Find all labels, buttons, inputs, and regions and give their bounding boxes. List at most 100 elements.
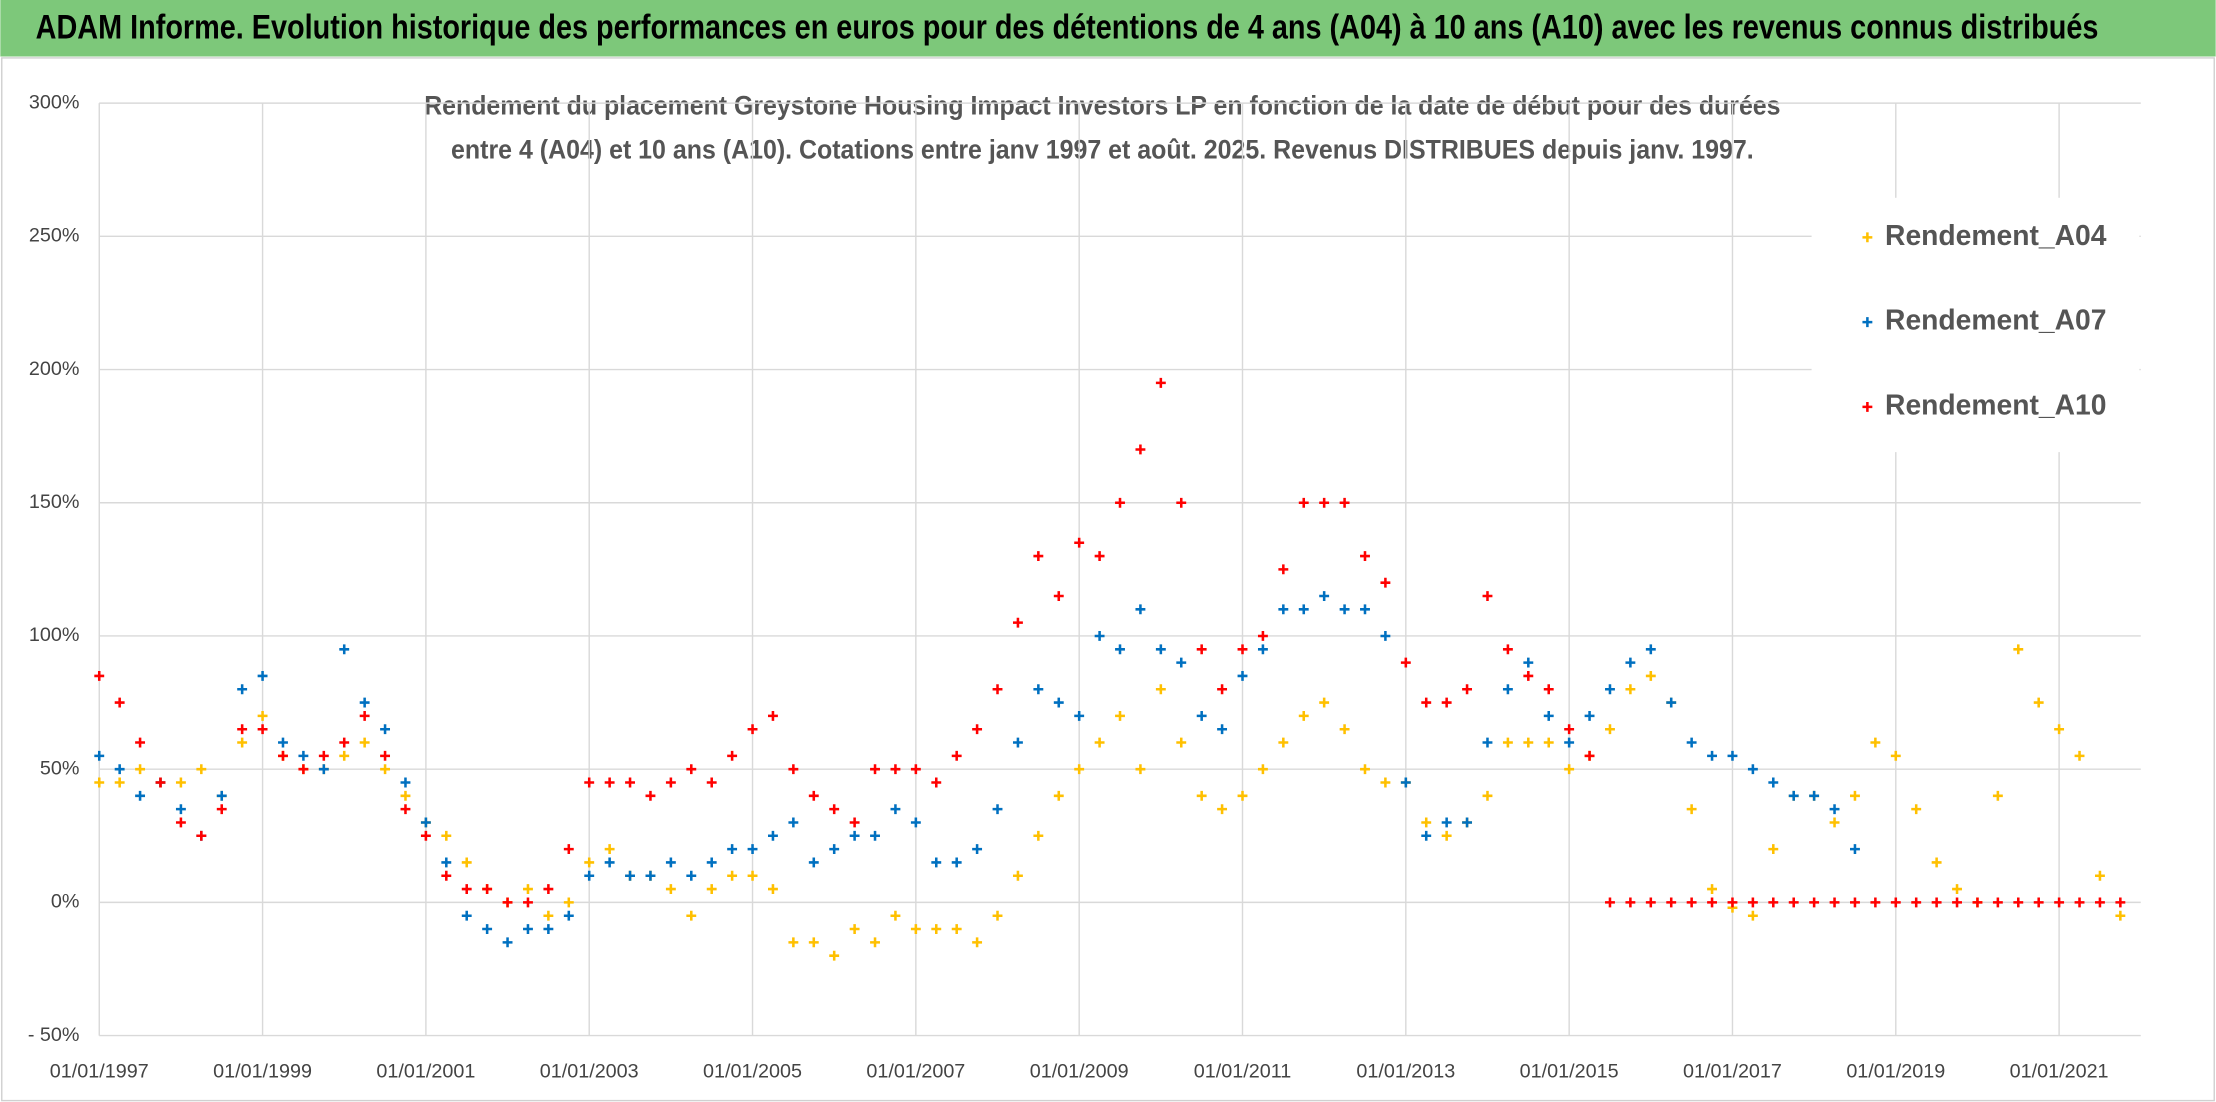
data-point [278,750,288,761]
data-point [543,884,554,895]
data-point [727,844,738,855]
data-point [1053,591,1064,601]
data-point [1625,657,1636,668]
data-point [1298,604,1309,615]
data-point [1094,737,1105,748]
data-point [625,777,635,788]
data-point [1584,710,1595,721]
legend-marker [1862,232,1873,243]
data-point [1686,804,1697,815]
data-point [972,937,983,948]
data-point [175,777,186,788]
y-tick-label: 300% [29,91,80,113]
data-point [604,777,615,788]
chart-border [1,57,2215,1102]
data-point [1952,884,1962,895]
data-point [2013,897,2024,908]
data-point [1278,564,1289,575]
data-point [298,764,309,775]
data-point [237,737,248,748]
data-point [420,817,431,828]
data-point [829,804,840,815]
data-point [768,830,778,841]
data-point [2094,870,2105,881]
data-point [1952,897,1962,908]
data-point [788,817,799,828]
data-point [1482,790,1493,801]
data-point [1033,684,1044,695]
data-point [359,697,370,708]
data-point [829,950,840,961]
data-point [2013,644,2024,655]
data-point [1196,790,1207,801]
data-point [1666,697,1677,708]
axes: - 50% 0% 50% 100% 150% 200% 250% 300% 01/01/1997… [28,91,2109,1082]
data-point [2115,897,2126,908]
data-point [1972,897,1983,908]
data-point [768,710,778,721]
data-point [1135,444,1146,455]
x-tick-label: 01/01/2011 [1194,1061,1291,1083]
data-point [1747,897,1758,908]
data-point [1850,897,1860,908]
data-point [523,897,533,908]
data-point [584,857,595,868]
x-tick-label: 01/01/2009 [1030,1061,1129,1083]
chart-title: entre 4 (A04) et 10 ans (A10). Cotations… [451,134,1754,164]
data-point [339,750,350,761]
x-tick-label: 01/01/2015 [1520,1061,1619,1083]
data-point [482,924,493,934]
data-point [1666,897,1677,908]
legend-marker [1862,401,1873,412]
data-point [890,764,901,775]
x-tick-label: 01/01/2001 [376,1061,475,1083]
data-point [645,790,656,801]
data-point [216,790,227,801]
data-point [584,870,595,881]
data-point [1155,377,1166,388]
data-point [523,884,533,895]
data-point [1564,764,1575,775]
data-point [461,910,472,921]
x-tick-label: 01/01/2013 [1356,1061,1455,1083]
data-point [1809,897,1820,908]
data-point [1319,497,1330,508]
data-point [747,844,758,855]
data-point [1257,631,1268,641]
data-point [1870,897,1881,908]
data-point [2094,897,2105,908]
data-point [604,844,615,855]
data-point [114,764,125,775]
data-point [339,737,350,748]
data-point [237,724,248,735]
data-point [1400,657,1411,668]
data-point [1543,737,1554,748]
data-point [1012,870,1023,881]
data-point [788,937,799,948]
data-point [114,777,125,788]
data-point [1339,724,1350,735]
data-point [1360,604,1370,615]
data-point [257,670,268,681]
data-point [1217,724,1228,735]
data-point [910,924,921,934]
x-tick-label: 01/01/2005 [703,1061,802,1083]
data-point [400,790,411,801]
data-point [870,764,880,775]
x-tick-label: 01/01/1997 [50,1061,149,1083]
banner [0,0,2216,57]
legend-label: Rendement_A04 [1885,219,2107,251]
data-point [543,910,554,921]
data-point [665,857,676,868]
data-point [1727,750,1738,761]
data-point [543,924,554,934]
x-tick-label: 01/01/1999 [213,1061,312,1083]
data-point [1543,710,1554,721]
y-tick-label: 200% [29,358,80,380]
data-point [359,737,370,748]
data-point [1298,710,1309,721]
data-point [1645,644,1656,655]
data-point [1380,777,1391,788]
data-point [910,817,921,828]
data-point [1421,697,1432,708]
